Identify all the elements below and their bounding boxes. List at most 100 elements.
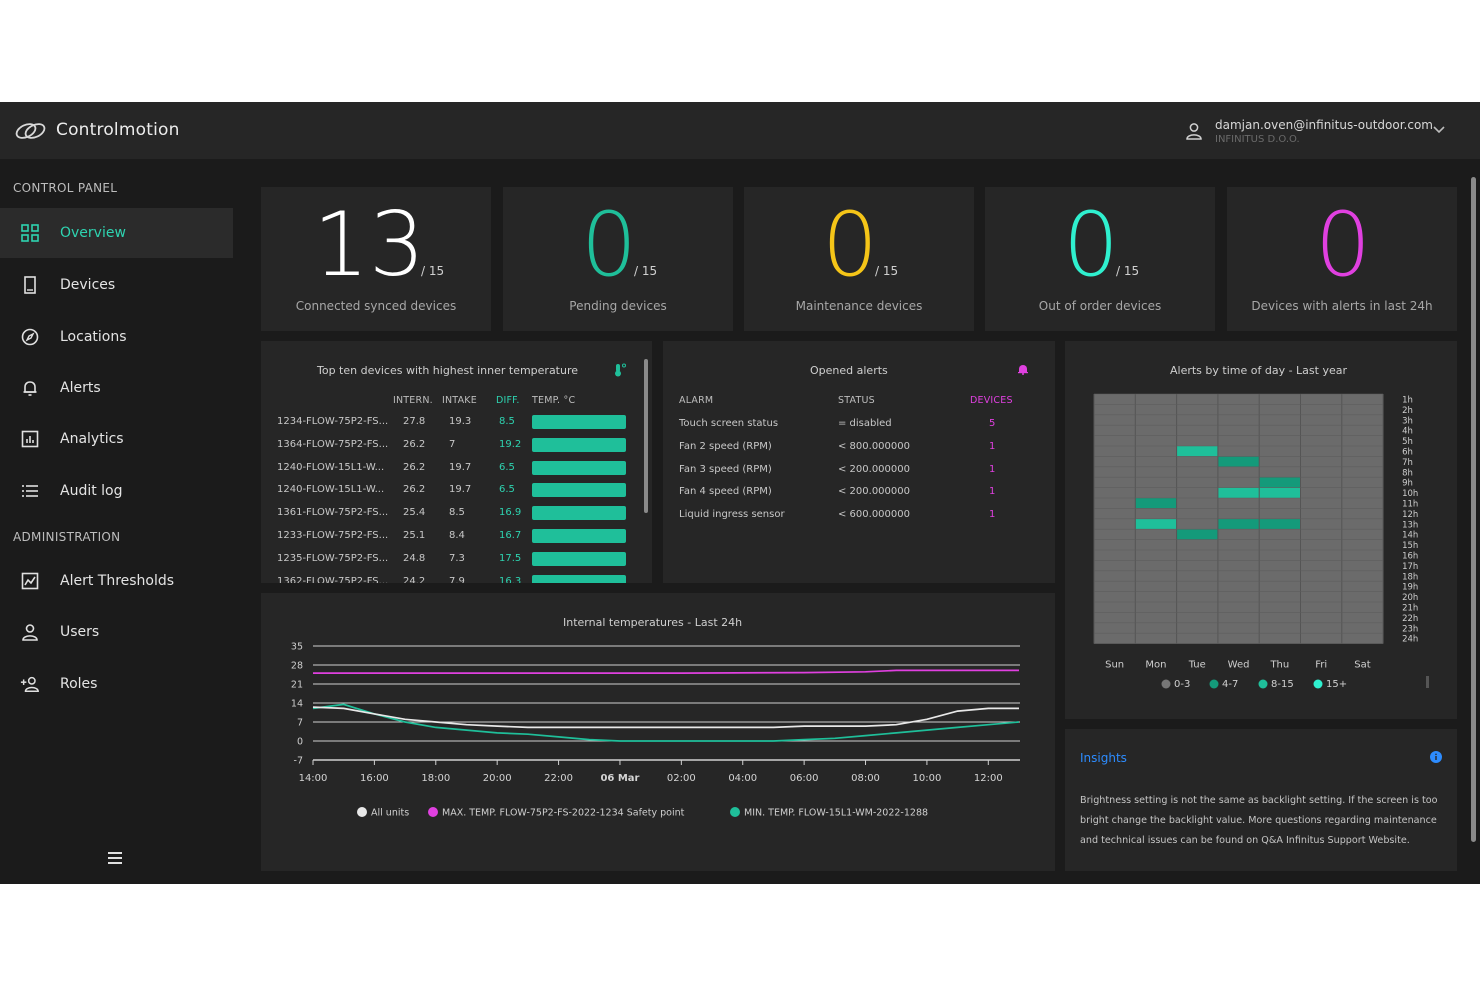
sidebar-item-label: Devices bbox=[60, 277, 116, 293]
panel-title: Top ten devices with highest inner tempe… bbox=[317, 364, 579, 377]
y-tick-label: -7 bbox=[294, 756, 303, 767]
alarm-devices-cell[interactable]: 1 bbox=[989, 509, 996, 521]
alarm-status-cell: = disabled bbox=[838, 418, 892, 429]
intern-temp-cell: 27.8 bbox=[403, 416, 426, 427]
sidebar-item-alerts[interactable]: Alerts bbox=[0, 363, 233, 413]
stat-label: Devices with alerts in last 24h bbox=[1251, 299, 1433, 313]
device-name-cell: 1362-FLOW-75P2-FS... bbox=[277, 575, 389, 583]
compass-icon bbox=[20, 327, 40, 347]
alarm-status-cell: < 200.000000 bbox=[838, 486, 910, 498]
heatmap-hour-label: 4h bbox=[1402, 427, 1413, 437]
heatmap-hour-label: 2h bbox=[1402, 406, 1413, 416]
stat-label: Maintenance devices bbox=[795, 299, 923, 313]
alarm-status-cell: < 800.000000 bbox=[838, 440, 910, 452]
heatmap-hour-label: 9h bbox=[1402, 479, 1413, 489]
alarm-devices-cell[interactable]: 5 bbox=[989, 418, 996, 429]
intake-temp-cell: 19.3 bbox=[449, 416, 472, 427]
chart-icon bbox=[20, 571, 40, 591]
top-temperature-panel: Top ten devices with highest inner tempe… bbox=[261, 341, 652, 583]
diff-temp-cell: 6.5 bbox=[499, 461, 515, 473]
internal-temperatures-panel: Internal temperatures - Last 24h 35 28 21 1… bbox=[261, 593, 1055, 871]
menu-hamburger-icon[interactable] bbox=[106, 850, 124, 866]
alarm-devices-cell[interactable]: 1 bbox=[989, 486, 996, 498]
x-tick-label: 06 Mar bbox=[600, 773, 639, 784]
series-line-2 bbox=[312, 703, 1020, 742]
heatmap-day-label: Mon bbox=[1145, 660, 1166, 671]
heatmap-hour-label: 7h bbox=[1402, 458, 1413, 468]
legend-swatch bbox=[357, 807, 367, 817]
sidebar-item-analytics[interactable]: Analytics bbox=[0, 414, 233, 464]
temperature-bar bbox=[532, 437, 626, 452]
heatmap-day-label: Fri bbox=[1315, 660, 1327, 671]
x-tick-label: 14:00 bbox=[299, 773, 328, 784]
intern-temp-cell: 25.1 bbox=[403, 530, 426, 541]
legend-label: All units bbox=[371, 808, 409, 819]
y-tick-label: 0 bbox=[297, 737, 303, 748]
intake-temp-cell: 7.3 bbox=[449, 552, 465, 564]
heatmap-hour-label: 13h bbox=[1402, 520, 1418, 530]
info-icon[interactable] bbox=[1430, 751, 1442, 763]
legend-label: MAX. TEMP. FLOW-75P2-FS-2022-1234 Safety… bbox=[442, 808, 685, 819]
alerts-heatmap-chart: 1h2h3h4h5h6h7h8h9h10h11h12h13h14h15h16h1… bbox=[1093, 393, 1429, 690]
y-tick-label: 14 bbox=[291, 699, 303, 710]
stat-card-pending: 0 / 15 Pending devices bbox=[503, 187, 733, 331]
sidebar-item-users[interactable]: Users bbox=[0, 607, 233, 657]
legend-swatch bbox=[1161, 679, 1171, 689]
sidebar-item-locations[interactable]: Locations bbox=[0, 312, 233, 362]
intern-temp-cell: 26.2 bbox=[403, 461, 426, 473]
sidebar-item-label: Alert Thresholds bbox=[60, 573, 175, 589]
app-title: Controlmotion bbox=[56, 120, 180, 140]
analytics-icon bbox=[20, 429, 40, 449]
x-tick-label: 16:00 bbox=[360, 773, 389, 784]
heatmap-day-label: Wed bbox=[1228, 660, 1250, 671]
stat-value: 0 bbox=[1063, 193, 1119, 296]
intern-temp-cell: 26.2 bbox=[403, 438, 426, 450]
heatmap-hour-label: 11h bbox=[1402, 500, 1418, 510]
heatmap-hour-label: 16h bbox=[1402, 552, 1418, 562]
heatmap-hour-label: 6h bbox=[1402, 448, 1413, 458]
col-header-status: STATUS bbox=[838, 395, 875, 406]
intern-temp-cell: 24.8 bbox=[403, 552, 426, 564]
legend-label: 4-7 bbox=[1222, 679, 1238, 690]
alarm-status-cell: < 200.000000 bbox=[838, 463, 910, 475]
y-tick-label: 28 bbox=[291, 661, 303, 672]
legend-label: 15+ bbox=[1326, 679, 1347, 690]
chevron-down-icon[interactable] bbox=[1432, 124, 1446, 136]
opened-alerts-panel: Opened alerts ALARM STATUS DEVICES Touch… bbox=[663, 341, 1055, 583]
temp-table-scrollbar[interactable] bbox=[644, 359, 648, 513]
diff-temp-cell: 16.7 bbox=[499, 530, 522, 541]
sidebar-item-roles[interactable]: Roles bbox=[0, 659, 233, 709]
sidebar: CONTROL PANEL Overview Devices Locations… bbox=[0, 159, 244, 884]
diff-temp-cell: 16.9 bbox=[499, 507, 522, 519]
stat-card-connected: 13 / 15 Connected synced devices bbox=[261, 187, 491, 331]
x-tick-label: 18:00 bbox=[421, 773, 450, 784]
administration-section-title: ADMINISTRATION bbox=[13, 530, 121, 544]
bell-icon bbox=[1018, 365, 1028, 375]
alarm-name-cell: Fan 2 speed (RPM) bbox=[679, 440, 772, 452]
alarm-devices-cell[interactable]: 1 bbox=[989, 440, 996, 452]
alarm-status-cell: < 600.000000 bbox=[838, 509, 910, 521]
sidebar-item-devices[interactable]: Devices bbox=[0, 260, 233, 310]
thermometer-icon bbox=[615, 363, 626, 377]
sidebar-item-label: Locations bbox=[60, 329, 127, 345]
heatmap-day-label: Thu bbox=[1269, 660, 1289, 671]
heatmap-cell bbox=[1217, 518, 1260, 530]
user-account-icon[interactable] bbox=[1185, 122, 1203, 140]
stat-card-maintenance: 0 / 15 Maintenance devices bbox=[744, 187, 974, 331]
x-tick-label: 06:00 bbox=[790, 773, 819, 784]
stat-total: / 15 bbox=[634, 264, 658, 278]
stat-label: Out of order devices bbox=[1038, 299, 1162, 313]
x-tick-label: 20:00 bbox=[483, 773, 512, 784]
sidebar-item-overview[interactable]: Overview bbox=[0, 208, 233, 258]
heatmap-day-label: Sat bbox=[1354, 660, 1370, 671]
temperature-bar bbox=[532, 529, 626, 543]
sidebar-item-audit-log[interactable]: Audit log bbox=[0, 466, 233, 516]
diff-temp-cell: 16.3 bbox=[499, 575, 522, 583]
page-scrollbar[interactable] bbox=[1471, 177, 1476, 842]
device-name-cell: 1361-FLOW-75P2-FS... bbox=[277, 507, 389, 519]
stat-value: 13 bbox=[313, 193, 425, 296]
alarm-devices-cell[interactable]: 1 bbox=[989, 463, 996, 475]
stat-value: 0 bbox=[822, 193, 878, 296]
sidebar-item-alert-thresholds[interactable]: Alert Thresholds bbox=[0, 556, 233, 606]
user-email[interactable]: damjan.oven@infinitus-outdoor.com bbox=[1215, 118, 1433, 132]
